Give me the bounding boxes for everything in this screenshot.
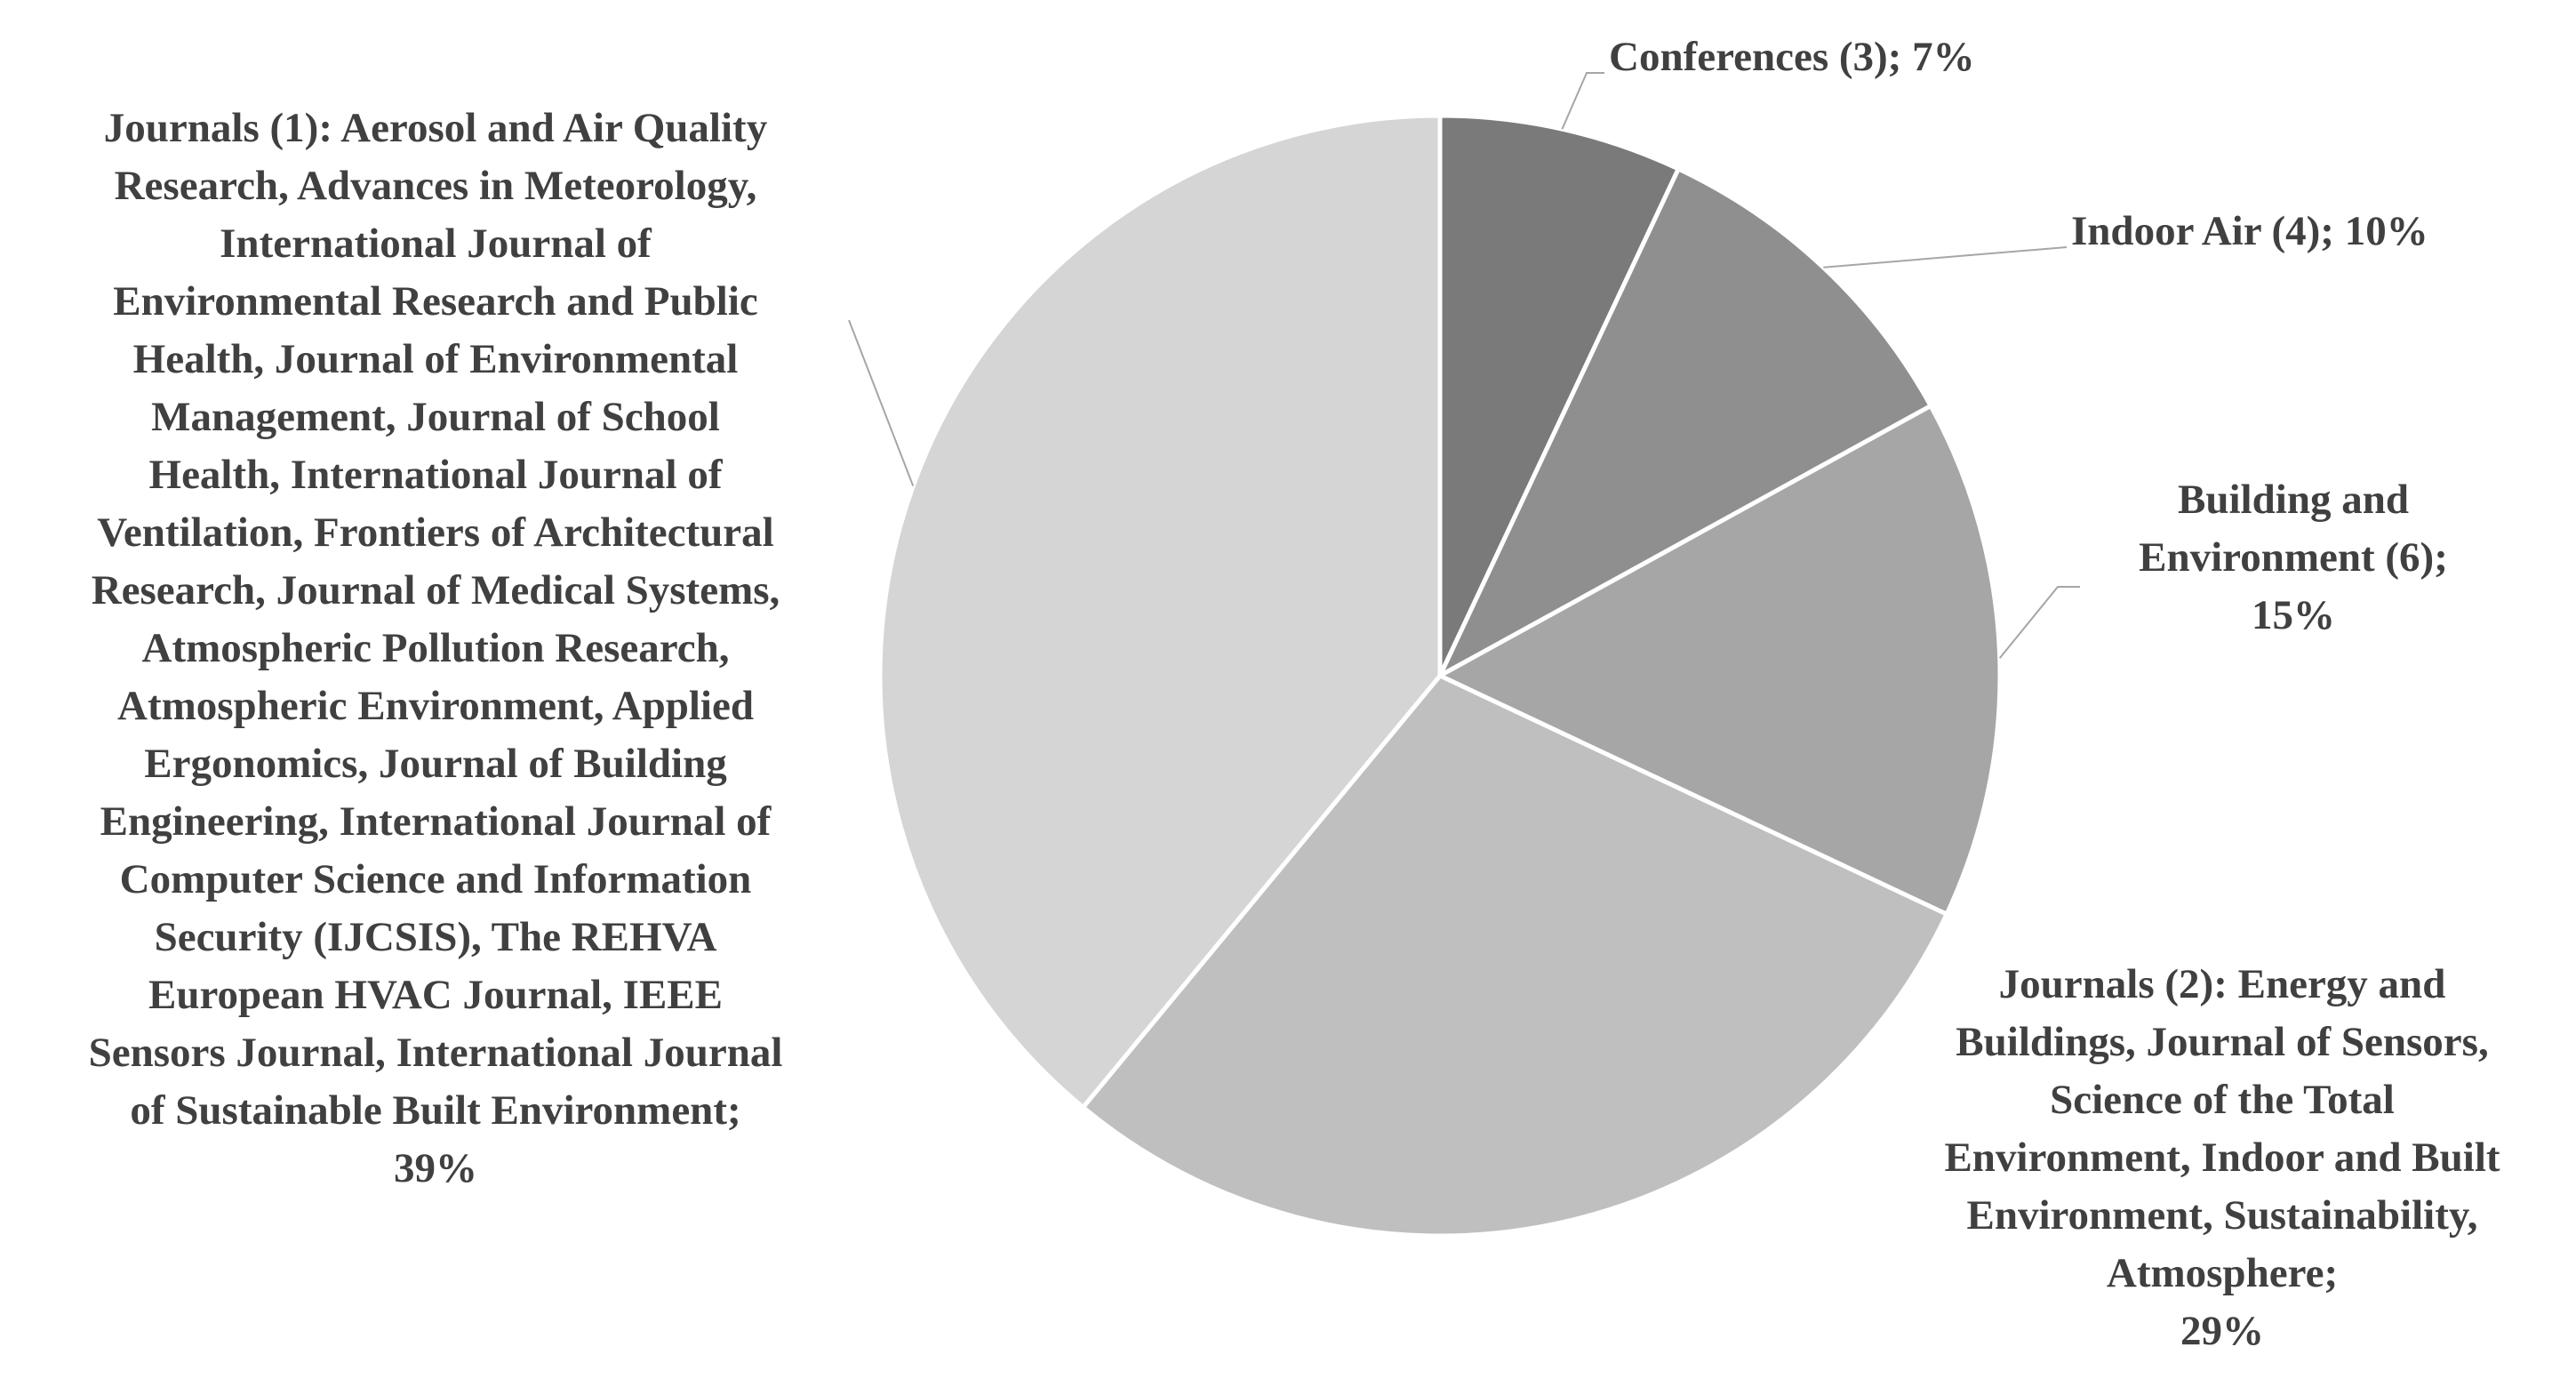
leader-line-building-and-environment (1998, 586, 2080, 659)
slice-indoor-air (1435, 165, 1934, 681)
leader-lines (848, 72, 2080, 659)
data-label-conferences: Conferences (3); 7% (1609, 34, 1975, 80)
leader-line-indoor-air (1823, 246, 2068, 269)
data-label-journals-2: Journals (2): Energy and Buildings, Jour… (1944, 961, 2500, 1354)
data-label-building-and-environment: Building and Environment (6); 15% (2139, 477, 2448, 638)
slice-building-and-environment (1435, 403, 2003, 918)
leader-line-journals-1 (848, 319, 915, 486)
slice-conferences (1437, 113, 1682, 677)
data-label-indoor-air: Indoor Air (4); 10% (2071, 208, 2428, 254)
data-label-journals-1: Journals (1): Aerosol and Air Quality Re… (88, 105, 783, 1191)
slice-journals-2 (1079, 672, 1950, 1239)
leader-line-conferences (1561, 72, 1604, 130)
pie-slices (877, 113, 2003, 1239)
